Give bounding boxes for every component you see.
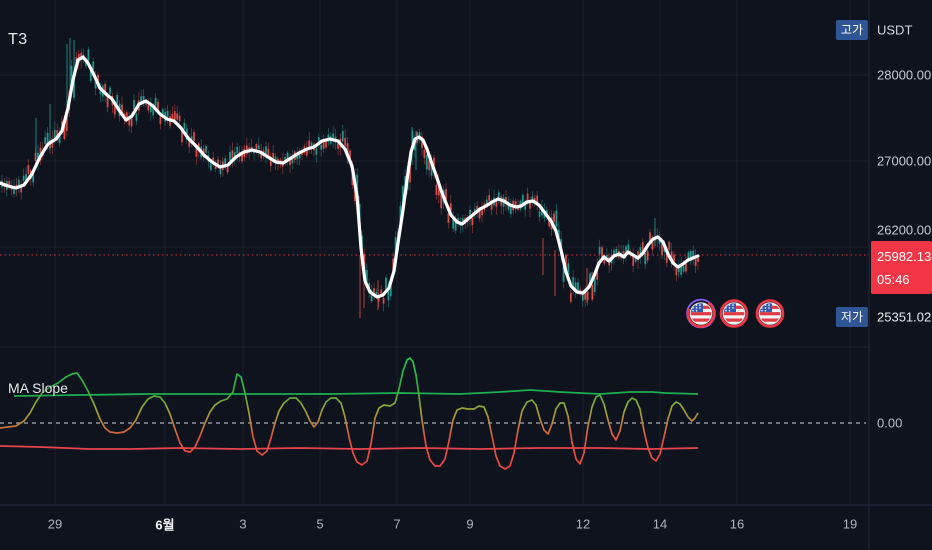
time-axis-label[interactable]: 14 [652,516,668,532]
ma-slope-oscillator-line[interactable] [0,357,699,470]
time-axis-label[interactable]: 9 [466,516,474,532]
zero-line-label: 0.00 [877,415,903,431]
low-price-marker-badge: 저가 [835,307,868,327]
economic-event-flag-icon[interactable] [753,297,787,336]
economic-event-flag-icon[interactable] [717,297,751,336]
indicator-label-ma-slope[interactable]: MA Slope [8,380,68,396]
time-axis-label[interactable]: 29 [47,516,63,532]
time-axis-label[interactable]: 7 [393,516,401,532]
time-axis-label[interactable]: 3 [239,516,247,532]
ma-slope-upper-band-line[interactable] [13,389,699,397]
last-price-badge: 25982.13 05:46 [871,241,932,294]
price-scale-currency-label[interactable]: USDT [877,22,913,38]
price-axis-label[interactable]: 28000.00 [877,67,932,83]
economic-event-flag-icon[interactable] [684,297,718,336]
time-axis-label[interactable]: 19 [842,516,858,532]
time-axis-label[interactable]: 5 [316,516,324,532]
last-price-value: 25982.13 [877,249,932,264]
bar-countdown: 05:46 [877,272,910,287]
time-axis-label[interactable]: 16 [729,516,745,532]
indicator-label-t3[interactable]: T3 [8,31,28,48]
time-axis-label[interactable]: 12 [575,516,591,532]
high-price-marker-badge: 고가 [835,20,868,40]
time-axis-label[interactable]: 6월 [155,517,175,533]
ma-slope-lower-band-line[interactable] [0,445,699,450]
price-axis-label[interactable]: 27000.00 [877,153,932,169]
low-price-value: 25351.02 [877,309,932,325]
price-axis-label[interactable]: 26200.00 [877,222,932,238]
t3-moving-average-line[interactable] [0,55,700,299]
